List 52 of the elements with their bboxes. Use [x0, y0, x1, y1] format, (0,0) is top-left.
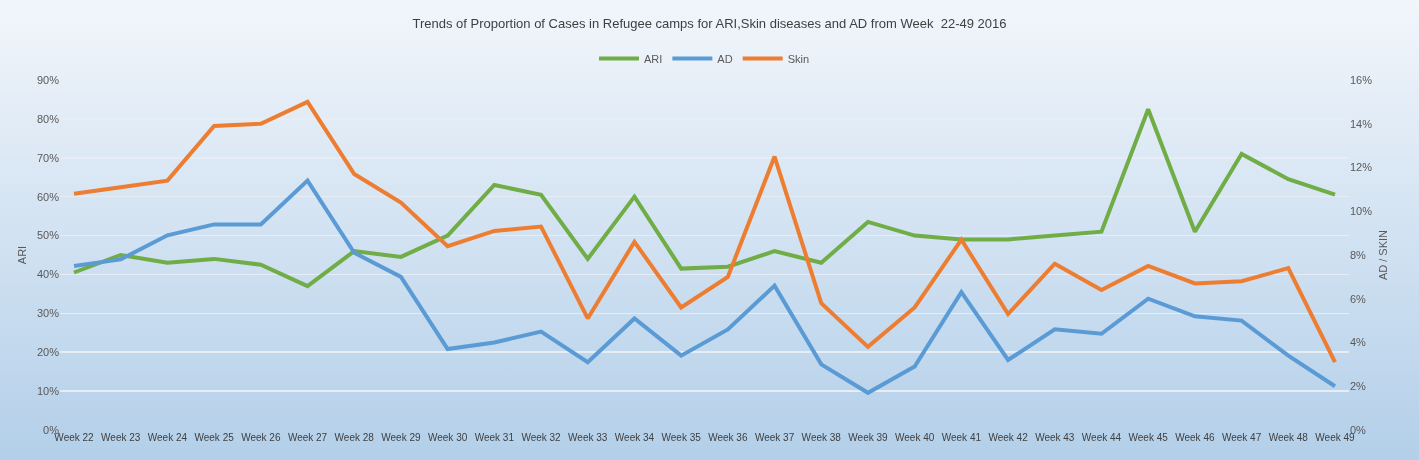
x-tick-label: Week 23: [101, 432, 141, 443]
y2-tick-label: 16%: [1350, 73, 1373, 86]
y-tick-label: 60%: [36, 190, 60, 203]
y-tick-label: 80%: [36, 112, 60, 125]
x-tick-label: Week 26: [241, 432, 281, 443]
x-tick-label: Week 29: [381, 432, 421, 443]
line-series: [72, 99, 1337, 365]
x-tick-label: Week 35: [661, 432, 702, 443]
y2-tick-label: 6%: [1350, 292, 1367, 305]
x-tick-label: Week 28: [334, 432, 375, 443]
x-tick-label: Week 47: [1221, 432, 1262, 443]
chart-title: Trends of Proportion of Cases in Refugee camps for ARI,Skin diseases and AD from Week 22-49 2016: [412, 15, 1007, 31]
y-axis-title: ARI: [15, 245, 28, 265]
x-tick-label: Week 45: [1128, 432, 1169, 443]
legend-label: Skin: [787, 52, 810, 65]
x-tick-label: Week 37: [754, 432, 795, 443]
y2-tick-label: 8%: [1350, 248, 1367, 261]
x-tick-label: Week 39: [848, 432, 889, 443]
x-tick-label: Week 44: [1081, 432, 1122, 443]
x-tick-label: Week 34: [614, 432, 655, 443]
x-tick-label: Week 38: [801, 432, 842, 443]
x-tick-label: Week 48: [1268, 432, 1309, 443]
y-tick-label: 40%: [36, 268, 60, 281]
line-series: [72, 107, 1337, 289]
legend-label: ARI: [644, 52, 663, 65]
y-tick-label: 90%: [36, 73, 60, 86]
x-tick-label: Week 41: [941, 432, 982, 443]
x-tick-label: Week 43: [1035, 432, 1075, 443]
x-tick-label: Week 24: [147, 432, 188, 443]
x-tick-label: Week 27: [287, 432, 328, 443]
x-tick-label: Week 33: [568, 432, 608, 443]
x-tick-label: Week 46: [1175, 432, 1215, 443]
y2-tick-label: 12%: [1350, 161, 1373, 174]
y-tick-label: 50%: [36, 229, 60, 242]
y2-tick-label: 10%: [1350, 205, 1373, 218]
x-tick-label: Week 31: [474, 432, 515, 443]
x-tick-label: Week 42: [988, 432, 1029, 443]
x-tick-label: Week 30: [427, 432, 468, 443]
y2-tick-label: 4%: [1350, 336, 1367, 349]
legend-label: AD: [717, 52, 733, 65]
y2-tick-label: 14%: [1350, 117, 1373, 130]
y-tick-label: 70%: [36, 151, 60, 164]
x-tick-label: Week 36: [708, 432, 748, 443]
y-tick-label: 10%: [36, 384, 60, 397]
x-tick-label: Week 40: [895, 432, 935, 443]
line-series: [72, 178, 1337, 395]
x-tick-label: Week 32: [521, 432, 562, 443]
y-tick-label: 30%: [36, 307, 60, 320]
x-tick-label: Week 25: [194, 432, 235, 443]
y-tick-label: 20%: [36, 346, 60, 359]
y2-tick-label: 2%: [1350, 380, 1367, 393]
y2-axis-title: AD / SKIN: [1377, 229, 1390, 281]
